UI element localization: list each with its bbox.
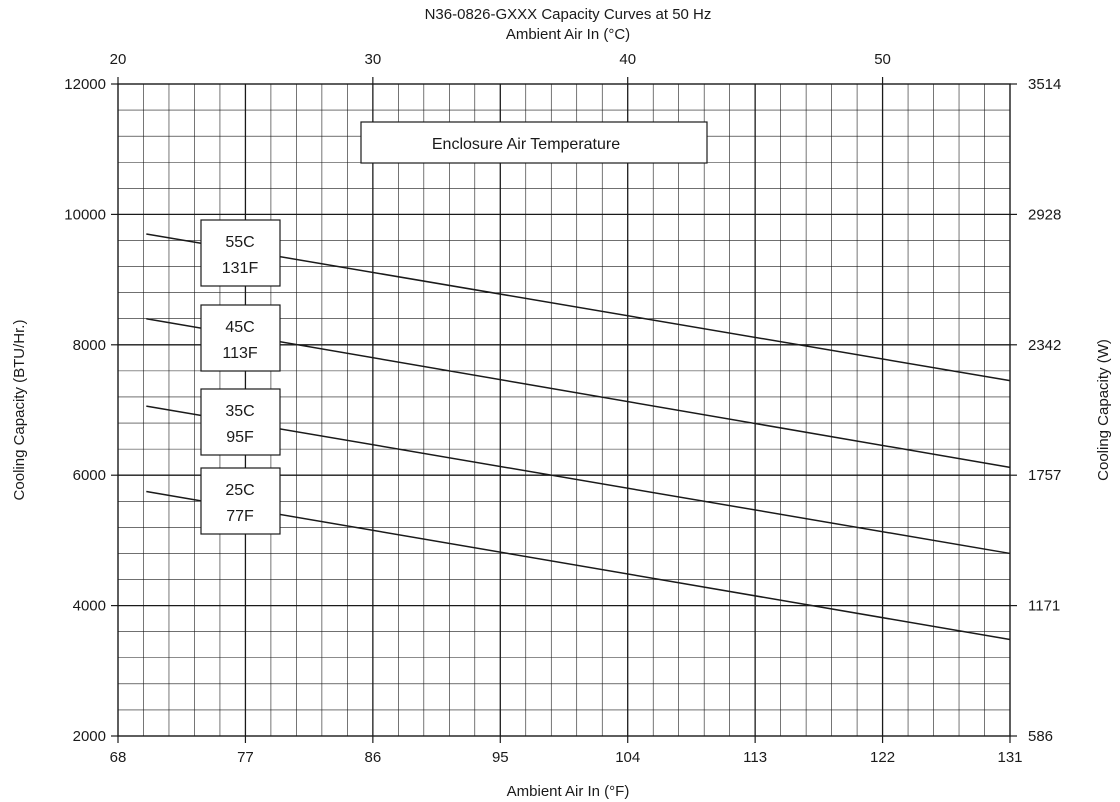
y-axis-label: Cooling Capacity (BTU/Hr.) — [11, 320, 28, 501]
series-label-frame — [200, 304, 281, 372]
y-tick-label: 6000 — [73, 467, 106, 484]
series-label-line1: 35C — [225, 403, 254, 420]
x-tick-label: 68 — [110, 749, 127, 766]
x2-axis-label: Ambient Air In (°C) — [506, 26, 630, 43]
y-tick-label: 4000 — [73, 598, 106, 615]
y-tick-label: 8000 — [73, 337, 106, 354]
y-tick-label: 10000 — [64, 206, 106, 223]
plot-frame — [117, 83, 1011, 737]
x2-tick-label: 50 — [874, 51, 891, 68]
y2-tick-label: 586 — [1028, 728, 1053, 745]
series-label-frame — [200, 219, 281, 287]
series-label-frame — [200, 467, 281, 535]
minor-gridlines — [118, 84, 1010, 736]
series-lines — [146, 233, 1011, 641]
y-tick-label: 2000 — [73, 728, 106, 745]
x-tick-label: 131 — [997, 749, 1022, 766]
y2-axis-label: Cooling Capacity (W) — [1095, 339, 1112, 481]
series-label-box: 25C 77F — [200, 467, 281, 535]
chart-title: N36-0826-GXXX Capacity Curves at 50 Hz — [425, 6, 712, 23]
x-axis-label: Ambient Air In (°F) — [507, 783, 630, 800]
y2-tick-label: 2928 — [1028, 206, 1061, 223]
x-tick-label: 95 — [492, 749, 509, 766]
series-line — [146, 317, 1011, 469]
series-label-box: 45C 113F — [200, 304, 281, 372]
series-label-line1: 55C — [225, 234, 254, 251]
series-label-line2: 113F — [222, 345, 258, 362]
x-tick-label: 113 — [743, 749, 767, 766]
x-tick-label: 122 — [870, 749, 895, 766]
y2-tick-label: 1757 — [1028, 467, 1061, 484]
x-tick-label: 86 — [365, 749, 382, 766]
x2-tick-label: 20 — [110, 51, 127, 68]
legend-title: Enclosure Air Temperature — [432, 136, 620, 153]
axis-ticks: 68 77 86 95 104 113 122 131 20 30 40 50 2000 4000 6000… — [64, 51, 1061, 766]
series-label-line1: 25C — [225, 482, 254, 499]
x-tick-label: 104 — [615, 749, 640, 766]
y-tick-label: 12000 — [64, 76, 106, 93]
x2-tick-label: 40 — [619, 51, 636, 68]
y2-tick-label: 3514 — [1028, 76, 1061, 93]
series-label-box: 55C 131F — [200, 219, 281, 287]
series-label-line2: 131F — [222, 260, 259, 277]
y2-tick-label: 1171 — [1028, 598, 1060, 615]
series-label-line2: 77F — [226, 508, 254, 525]
series-line — [146, 405, 1011, 555]
x2-tick-label: 30 — [365, 51, 382, 68]
x-tick-label: 77 — [237, 749, 254, 766]
legend-box: Enclosure Air Temperature — [360, 121, 708, 164]
legend-frame — [360, 121, 708, 164]
series-label-frame — [200, 388, 281, 456]
series-labels: 55C 131F 45C 113F 35C 95F 25C 77F — [200, 219, 281, 535]
series-label-line1: 45C — [225, 319, 254, 336]
series-line — [146, 233, 1011, 382]
series-label-line2: 95F — [226, 429, 254, 446]
series-label-box: 35C 95F — [200, 388, 281, 456]
y2-tick-label: 2342 — [1028, 337, 1061, 354]
series-line — [146, 490, 1011, 641]
